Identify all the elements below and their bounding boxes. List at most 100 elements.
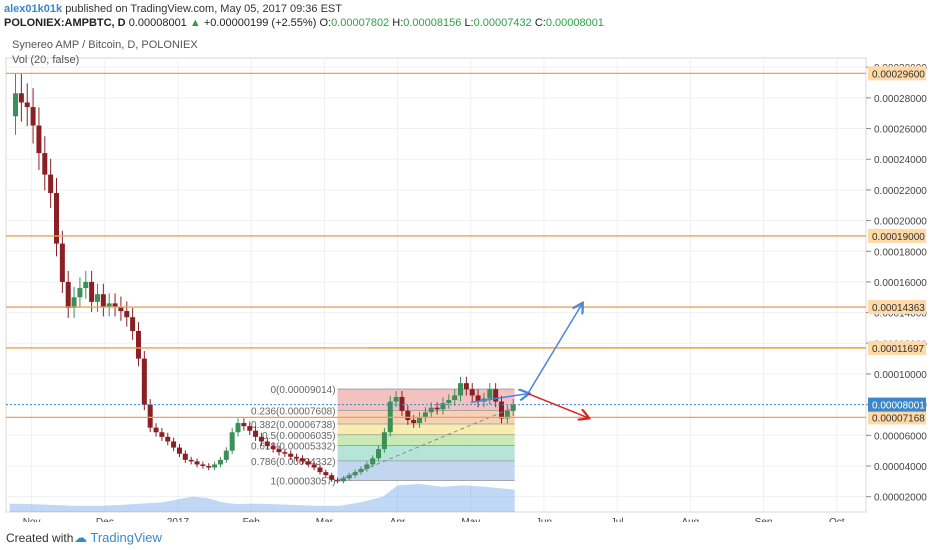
candle-body [13, 93, 19, 117]
trend-line [337, 408, 512, 482]
candle-body [83, 281, 89, 289]
y-tick-label: 0.00024000 [874, 155, 927, 166]
candle-body [452, 395, 458, 401]
x-tick-label: 2017 [167, 517, 190, 522]
x-tick-label: Jun [536, 517, 552, 522]
candle-body [30, 107, 36, 126]
open-value: 0.00007802 [331, 17, 390, 29]
candle-body [24, 102, 30, 108]
y-tick-label: 0.00018000 [874, 247, 927, 258]
candle-body [200, 464, 206, 466]
candle-body [106, 303, 112, 307]
candle-body [130, 317, 136, 332]
x-tick-label: Aug [681, 517, 699, 522]
candle-body [346, 475, 352, 479]
candle-body [475, 395, 481, 402]
candle-body [317, 467, 323, 473]
y-tick-label: 0.00002000 [874, 493, 927, 504]
tradingview-logo[interactable]: ☁ TradingView [74, 530, 162, 546]
candle-body [446, 400, 452, 404]
volume-indicator-label[interactable]: Vol (20, false) [12, 54, 80, 66]
candle-body [458, 383, 464, 396]
low-value: 0.00007432 [473, 17, 532, 29]
candle-body [71, 297, 77, 309]
candle-body [376, 449, 382, 459]
y-tick-label: 0.00020000 [874, 217, 927, 228]
candle-body [264, 441, 270, 447]
price-label-bg [868, 66, 926, 81]
author-link[interactable]: alex01k01k [4, 3, 63, 15]
candle-body [504, 410, 510, 419]
candle-body [241, 423, 247, 427]
candle-body [135, 331, 141, 359]
y-tick-label: 0.00022000 [874, 186, 927, 197]
high-label: H: [392, 17, 404, 29]
publish-line: alex01k01k published on TradingView.com,… [4, 2, 604, 16]
fib-band [337, 423, 515, 435]
candle-body [270, 446, 276, 450]
candle-body [229, 432, 235, 451]
fib-level-label: 1(0.00003057) [270, 476, 335, 487]
price-label-bg [868, 300, 926, 315]
y-tick-label: 0.00016000 [874, 278, 927, 289]
candle-body [469, 389, 475, 396]
candle-body [340, 478, 346, 482]
candle-body [223, 450, 229, 460]
x-tick-label: Feb [243, 517, 261, 522]
candle-body [463, 383, 469, 390]
candle-body [411, 419, 417, 424]
candle-body [42, 153, 48, 175]
price-chart[interactable]: 0.000020000.000040000.000060000.00008000… [0, 30, 932, 522]
ohlc-line: POLONIEX:AMPBTC, D 0.00008001 ▲ +0.00000… [4, 16, 604, 30]
x-tick-label: Apr [390, 517, 406, 522]
bullish-arrow [527, 304, 582, 394]
x-tick-label: Jul [611, 517, 624, 522]
candle-body [258, 436, 264, 442]
close-value: 0.00008001 [545, 17, 604, 29]
volume-area [9, 484, 515, 512]
y-tick-label: 0.00014000 [874, 309, 927, 320]
candle-body [153, 427, 159, 433]
candle-body [206, 465, 212, 468]
y-tick-label: 0.00006000 [874, 431, 927, 442]
price-label-bg [868, 340, 926, 355]
fib-level-label: 0(0.00009014) [270, 385, 335, 396]
created-with-label: Created with [6, 531, 74, 545]
x-tick-label: Sep [755, 517, 773, 522]
price-label-bg [868, 228, 926, 243]
candle-body [118, 306, 124, 312]
candle-body [399, 396, 405, 411]
up-triangle-icon: ▲ [189, 17, 201, 29]
candle-body [147, 404, 153, 428]
fib-level-label: 0.618(0.00005332) [251, 442, 336, 453]
candle-body [194, 461, 200, 465]
chart-title: Synereo AMP / Bitcoin, D, POLONIEX [12, 39, 198, 51]
open-label: O: [319, 17, 332, 29]
candle-body [417, 416, 423, 424]
y-tick-label: 0.00004000 [874, 462, 927, 473]
fib-band [337, 434, 515, 446]
horizontal-level-label: 0.00029600 [872, 69, 925, 80]
projection-arrow-short [470, 394, 528, 404]
fib-level-label: 0.236(0.00007608) [251, 407, 336, 418]
fib-band [337, 460, 515, 481]
candle-body [422, 412, 428, 417]
candle-body [282, 452, 288, 454]
candle-body [499, 401, 505, 419]
x-tick-label: Nov [23, 517, 41, 522]
candle-body [440, 403, 446, 410]
x-tick-label: May [461, 517, 480, 522]
candle-body [77, 288, 83, 298]
footer: Created with ☁ TradingView [0, 522, 932, 550]
fib-level-label: 0.786(0.00004332) [251, 457, 336, 468]
candle-body [393, 396, 399, 402]
fib-level-label: 0.5(0.00006035) [262, 431, 335, 442]
fib-level-label: 0.382(0.00006738) [251, 420, 336, 431]
candle-body [141, 358, 147, 405]
symbol-label: POLONIEX:AMPBTC, D [4, 17, 126, 29]
fib-band [337, 445, 515, 461]
candle-body [54, 192, 60, 244]
horizontal-level-label: 0.00014363 [872, 303, 925, 314]
candle-body [124, 311, 130, 318]
current-price-label: 0.00008001 [872, 401, 925, 412]
